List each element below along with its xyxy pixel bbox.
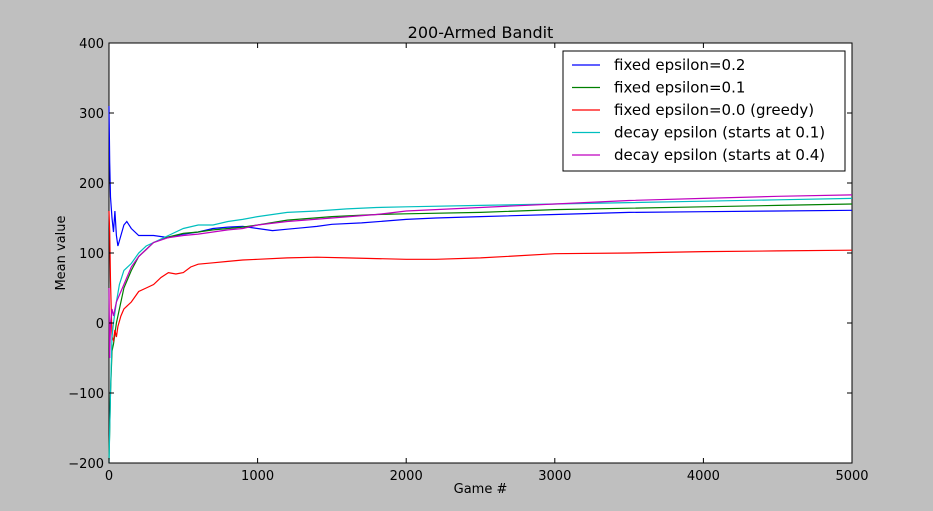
x-tick-label: 3000 xyxy=(538,469,571,484)
series-line-1 xyxy=(108,105,853,247)
legend-label-3: fixed epsilon=0.0 (greedy) xyxy=(614,101,814,119)
series-layer xyxy=(108,105,853,464)
y-tick-label: −200 xyxy=(68,457,104,472)
y-tick-label: 100 xyxy=(79,247,104,262)
y-tick-label: −100 xyxy=(68,387,104,402)
legend-label-1: fixed epsilon=0.2 xyxy=(614,56,745,74)
y-tick-label: 0 xyxy=(96,317,104,332)
x-tick-label: 5000 xyxy=(835,469,868,484)
legend-label-2: fixed epsilon=0.1 xyxy=(614,79,745,97)
legend: fixed epsilon=0.2 fixed epsilon=0.1 fixed … xyxy=(562,50,846,172)
series-line-3 xyxy=(108,210,853,343)
x-tick-label: 0 xyxy=(105,469,113,484)
series-line-5 xyxy=(108,194,853,359)
tick-layer: 0 1000 2000 3000 4000 50004003002001000−100−2… xyxy=(68,37,868,484)
legend-label-5: decay epsilon (starts at 0.4) xyxy=(614,146,825,164)
x-tick-label: 4000 xyxy=(687,469,720,484)
x-tick-label: 2000 xyxy=(390,469,423,484)
series-line-4 xyxy=(108,197,853,464)
x-axis-label: Game # xyxy=(454,482,508,497)
y-axis-label: Mean value xyxy=(54,215,69,290)
legend-label-4: decay epsilon (starts at 0.1) xyxy=(614,124,825,142)
chart-title: 200-Armed Bandit xyxy=(408,23,554,42)
x-tick-label: 1000 xyxy=(241,469,274,484)
series-line-2 xyxy=(108,203,853,460)
y-tick-label: 300 xyxy=(79,107,104,122)
legend-box xyxy=(562,50,846,172)
y-tick-label: 400 xyxy=(79,37,104,52)
y-tick-label: 200 xyxy=(79,177,104,192)
